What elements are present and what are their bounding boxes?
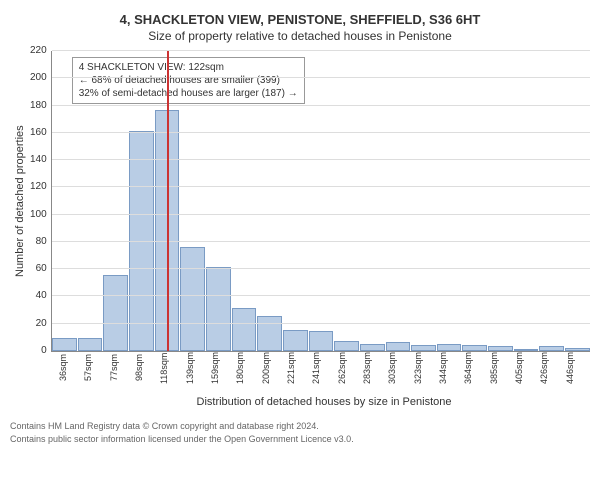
histogram-bar xyxy=(514,349,539,351)
x-tick: 323sqm xyxy=(413,352,438,388)
gridline xyxy=(52,186,590,187)
x-tick: 303sqm xyxy=(387,352,412,388)
x-tick: 180sqm xyxy=(235,352,260,388)
gridline xyxy=(52,77,590,78)
x-tick: 159sqm xyxy=(210,352,235,388)
gridline xyxy=(52,295,590,296)
x-tick: 200sqm xyxy=(261,352,286,388)
annotation-box: 4 SHACKLETON VIEW: 122sqm← 68% of detach… xyxy=(72,57,305,104)
histogram-bar xyxy=(565,348,590,351)
histogram-bar xyxy=(283,330,308,351)
footer-line-2: Contains public sector information licen… xyxy=(10,433,590,446)
x-tick: 221sqm xyxy=(286,352,311,388)
y-axis-label: Number of detached properties xyxy=(10,51,30,352)
page-title: 4, SHACKLETON VIEW, PENISTONE, SHEFFIELD… xyxy=(10,12,590,27)
gridline xyxy=(52,50,590,51)
gridline xyxy=(52,159,590,160)
x-tick: 98sqm xyxy=(134,352,159,388)
x-tick: 241sqm xyxy=(311,352,336,388)
histogram-bar xyxy=(411,345,436,351)
histogram-bar xyxy=(309,331,334,351)
x-tick: 57sqm xyxy=(83,352,108,388)
annotation-line: 32% of semi-detached houses are larger (… xyxy=(79,87,298,100)
x-axis-label: Distribution of detached houses by size … xyxy=(58,396,590,408)
y-axis: 220200180160140120100806040200 xyxy=(30,51,51,351)
histogram-bar xyxy=(334,341,359,351)
histogram-bar xyxy=(437,344,462,351)
histogram-bar xyxy=(257,316,282,351)
histogram-bar xyxy=(78,338,103,351)
histogram-bar xyxy=(206,267,231,351)
x-tick: 118sqm xyxy=(159,352,184,388)
x-tick: 283sqm xyxy=(362,352,387,388)
annotation-line: ← 68% of detached houses are smaller (39… xyxy=(79,74,298,87)
x-tick: 385sqm xyxy=(489,352,514,388)
reference-line xyxy=(167,51,169,351)
histogram-bar xyxy=(232,308,257,351)
gridline xyxy=(52,105,590,106)
gridline xyxy=(52,241,590,242)
gridline xyxy=(52,132,590,133)
x-axis: 36sqm57sqm77sqm98sqm118sqm139sqm159sqm18… xyxy=(58,352,590,388)
histogram-bar xyxy=(462,345,487,351)
chart: Number of detached properties 2202001801… xyxy=(10,51,590,352)
page-subtitle: Size of property relative to detached ho… xyxy=(10,29,590,43)
x-tick: 426sqm xyxy=(539,352,564,388)
histogram-bar xyxy=(103,275,128,351)
gridline xyxy=(52,323,590,324)
histogram-bar xyxy=(488,346,513,351)
histogram-bar xyxy=(539,346,564,351)
histogram-bar xyxy=(180,247,205,351)
footer-line-1: Contains HM Land Registry data © Crown c… xyxy=(10,420,590,433)
gridline xyxy=(52,268,590,269)
histogram-bar xyxy=(360,344,385,351)
histogram-bar xyxy=(52,338,77,351)
x-tick: 77sqm xyxy=(109,352,134,388)
x-tick: 139sqm xyxy=(185,352,210,388)
histogram-bar xyxy=(386,342,411,351)
gridline xyxy=(52,214,590,215)
plot-area: 4 SHACKLETON VIEW: 122sqm← 68% of detach… xyxy=(51,51,590,352)
x-tick: 405sqm xyxy=(514,352,539,388)
x-tick: 364sqm xyxy=(463,352,488,388)
x-tick: 262sqm xyxy=(337,352,362,388)
footer: Contains HM Land Registry data © Crown c… xyxy=(10,420,590,445)
x-tick: 344sqm xyxy=(438,352,463,388)
x-tick: 446sqm xyxy=(565,352,590,388)
x-tick: 36sqm xyxy=(58,352,83,388)
annotation-line: 4 SHACKLETON VIEW: 122sqm xyxy=(79,61,298,74)
